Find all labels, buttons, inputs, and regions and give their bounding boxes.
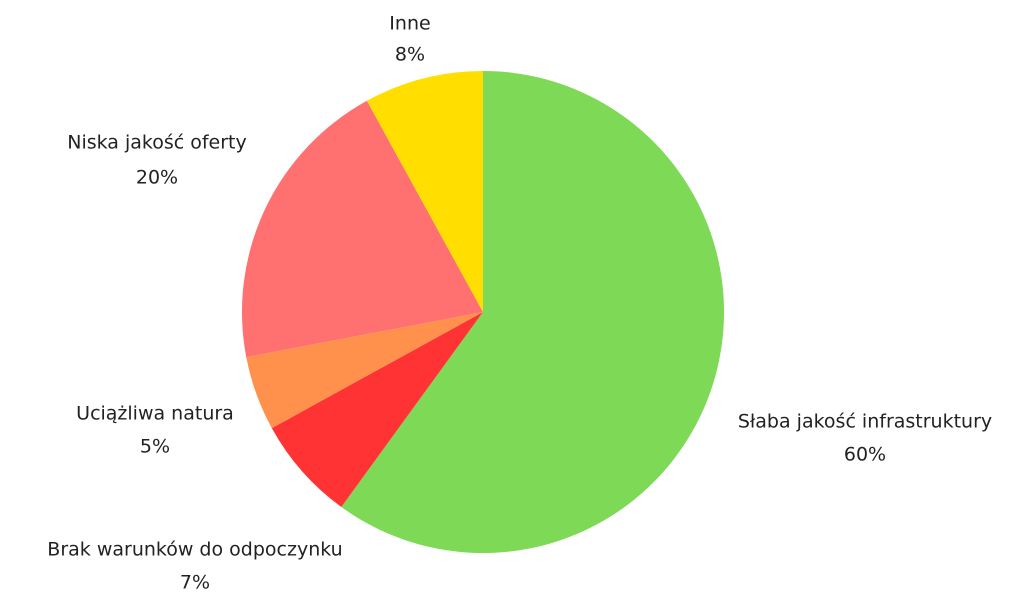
pie-slice [246,312,483,429]
slice-label: Inne [389,13,430,35]
slice-label: Słaba jakość infrastruktury [738,411,992,433]
pie-slice [341,71,724,553]
slice-label: Niska jakość oferty [67,132,247,154]
pie-slice [271,312,483,507]
slice-value-label: 7% [180,572,210,593]
pie-slice [366,71,483,312]
slice-label: Uciążliwa natura [76,403,234,425]
pie-slice [242,100,483,358]
slice-label: Brak warunków do odpoczynku [47,539,342,561]
slice-value-label: 20% [136,167,178,189]
slice-value-label: 5% [140,436,170,458]
slice-value-label: 60% [844,444,886,466]
slice-value-label: 8% [395,44,425,66]
